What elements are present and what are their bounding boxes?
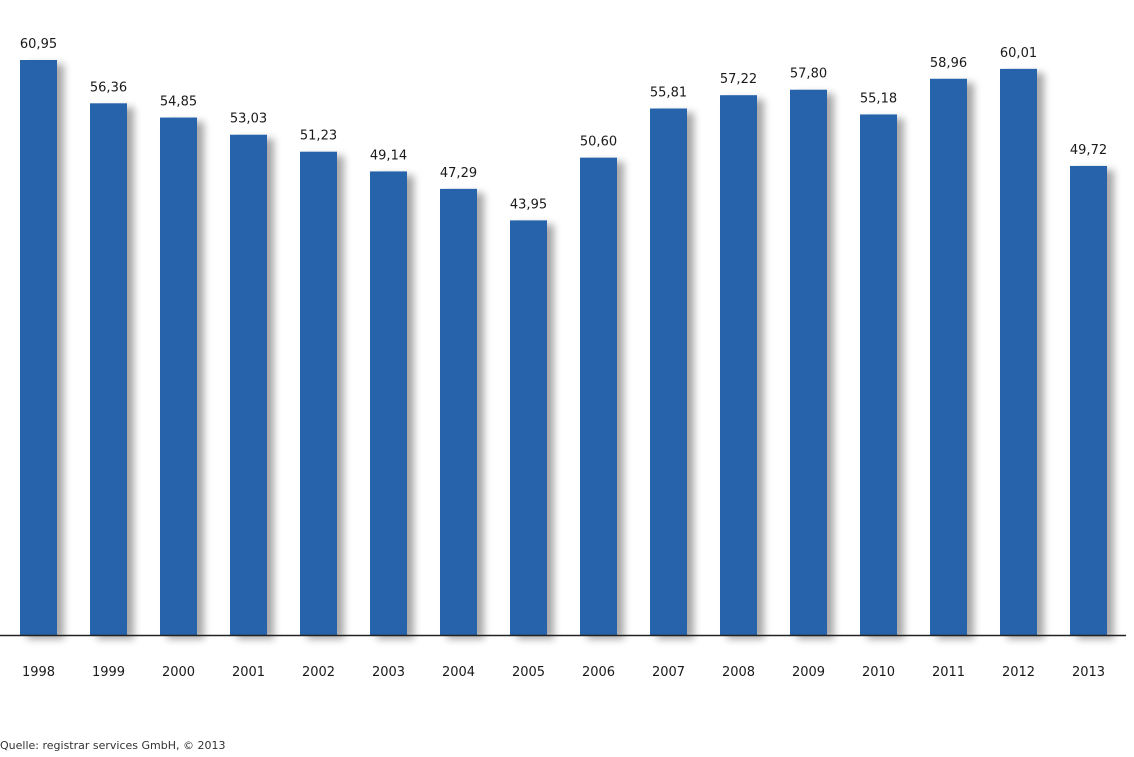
x-tick-label-2005: 2005: [512, 665, 545, 680]
x-tick-label-2004: 2004: [442, 665, 475, 680]
bar-value-label-2000: 54,85: [160, 95, 197, 110]
bar-2011: [930, 78, 967, 636]
bar-2005: [510, 220, 547, 635]
bar-value-label-2005: 43,95: [510, 197, 547, 212]
bar-value-label-2003: 49,14: [370, 148, 407, 163]
bar-value-label-2004: 47,29: [440, 166, 477, 181]
bars-group: [20, 60, 1107, 636]
bar-value-label-2012: 60,01: [1000, 46, 1037, 61]
x-tick-label-2008: 2008: [722, 665, 755, 680]
bar-2001: [230, 134, 267, 635]
x-tick-label-1999: 1999: [92, 665, 125, 680]
bar-2002: [300, 151, 337, 635]
bar-2009: [790, 89, 827, 635]
bar-value-label-2010: 55,18: [860, 91, 897, 106]
bar-2003: [370, 171, 407, 635]
x-tick-label-2007: 2007: [652, 665, 685, 680]
bar-value-label-1998: 60,95: [20, 37, 57, 52]
bar-2000: [160, 117, 197, 635]
source-note: Quelle: registrar services GmbH, © 2013: [0, 739, 226, 752]
x-tick-label-2000: 2000: [162, 665, 195, 680]
x-tick-label-2012: 2012: [1002, 665, 1035, 680]
bar-value-label-2009: 57,80: [790, 67, 827, 82]
bar-2013: [1070, 165, 1107, 635]
bar-value-label-2007: 55,81: [650, 85, 687, 100]
bar-1999: [90, 103, 127, 636]
bar-value-label-2011: 58,96: [930, 56, 967, 71]
bar-2008: [720, 95, 757, 636]
bar-value-label-2001: 53,03: [230, 112, 267, 127]
bar-2010: [860, 114, 897, 635]
value-labels-group: 60,95 56,36 54,85 53,03 51,23 49,14 47,29 43,95…: [20, 37, 1107, 212]
x-tick-label-2010: 2010: [862, 665, 895, 680]
x-tick-label-2001: 2001: [232, 665, 265, 680]
bar-value-label-2002: 51,23: [300, 129, 337, 144]
bar-2006: [580, 157, 617, 635]
bar-chart: 60,95 56,36 54,85 53,03 51,23 49,14 47,29 43,95…: [0, 37, 1126, 680]
bar-value-label-2013: 49,72: [1070, 143, 1107, 158]
bar-1998: [20, 60, 57, 635]
x-tick-label-2006: 2006: [582, 665, 615, 680]
x-tick-label-2011: 2011: [932, 665, 965, 680]
bar-value-label-2008: 57,22: [720, 72, 757, 87]
bar-value-label-2006: 50,60: [580, 135, 617, 150]
x-tick-label-2002: 2002: [302, 665, 335, 680]
x-tick-label-2009: 2009: [792, 665, 825, 680]
bar-value-label-1999: 56,36: [90, 80, 127, 95]
x-tick-labels-group: 1998 1999 2000 2001 2002 2003 2004 2005 2006 2007…: [22, 665, 1105, 680]
bar-2007: [650, 108, 687, 636]
x-tick-label-1998: 1998: [22, 665, 55, 680]
bar-2012: [1000, 68, 1037, 636]
x-tick-label-2003: 2003: [372, 665, 405, 680]
bar-2004: [440, 188, 477, 635]
x-tick-label-2013: 2013: [1072, 665, 1105, 680]
